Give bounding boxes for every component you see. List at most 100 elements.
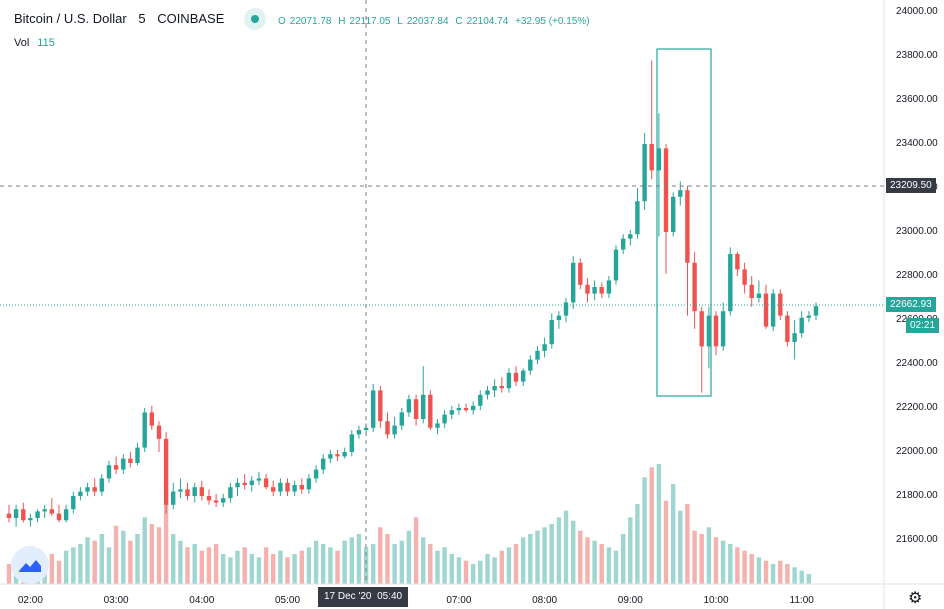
- candle-body[interactable]: [756, 293, 762, 298]
- candle-body[interactable]: [521, 370, 526, 382]
- candle-body[interactable]: [456, 408, 462, 411]
- candle-body[interactable]: [99, 478, 104, 492]
- candle-body[interactable]: [749, 284, 754, 298]
- candle-body[interactable]: [656, 148, 662, 171]
- highlight-box[interactable]: [656, 48, 712, 397]
- candle-body[interactable]: [463, 408, 469, 411]
- candle-body[interactable]: [349, 434, 354, 452]
- candle-body[interactable]: [671, 196, 676, 232]
- candle-body[interactable]: [499, 386, 504, 389]
- candle-body[interactable]: [678, 190, 683, 197]
- candle-body[interactable]: [321, 458, 326, 470]
- candle-body[interactable]: [513, 372, 519, 382]
- candle-body[interactable]: [399, 412, 404, 426]
- candle-body[interactable]: [713, 315, 719, 347]
- candle-body[interactable]: [171, 491, 176, 505]
- candle-body[interactable]: [335, 454, 340, 457]
- candle-body[interactable]: [549, 320, 554, 345]
- candle-body[interactable]: [213, 500, 219, 503]
- candle-body[interactable]: [728, 254, 733, 312]
- candle-body[interactable]: [435, 423, 440, 428]
- candle-body[interactable]: [471, 405, 476, 411]
- candle-body[interactable]: [706, 315, 712, 347]
- candle-body[interactable]: [428, 394, 433, 428]
- candle-body[interactable]: [792, 333, 797, 342]
- candle-body[interactable]: [199, 487, 204, 496]
- candle-body[interactable]: [85, 487, 90, 492]
- candle-body[interactable]: [806, 315, 811, 318]
- candle-body[interactable]: [371, 390, 376, 428]
- candle-body[interactable]: [720, 311, 726, 347]
- candle-body[interactable]: [42, 509, 47, 512]
- candle-body[interactable]: [35, 511, 40, 518]
- candle-body[interactable]: [770, 293, 776, 327]
- candle-body[interactable]: [156, 425, 162, 439]
- candle-body[interactable]: [563, 302, 569, 316]
- candle-body[interactable]: [542, 344, 547, 351]
- candle-body[interactable]: [285, 482, 290, 492]
- candle-body[interactable]: [492, 386, 497, 391]
- candle-body[interactable]: [21, 509, 26, 521]
- candle-body[interactable]: [128, 458, 133, 463]
- candle-body[interactable]: [356, 430, 362, 435]
- candle-body[interactable]: [13, 509, 19, 518]
- candle-body[interactable]: [578, 262, 583, 285]
- candle-body[interactable]: [49, 509, 54, 514]
- candle-body[interactable]: [71, 496, 76, 510]
- gear-icon[interactable]: ⚙: [908, 590, 923, 607]
- candle-body[interactable]: [635, 201, 640, 235]
- candle-body[interactable]: [785, 315, 790, 342]
- candle-body[interactable]: [528, 359, 533, 371]
- tradingview-logo-icon[interactable]: [11, 546, 49, 584]
- candle-body[interactable]: [663, 148, 669, 232]
- candle-body[interactable]: [106, 465, 112, 479]
- candle-body[interactable]: [178, 489, 183, 492]
- candle-body[interactable]: [506, 372, 512, 389]
- candle-body[interactable]: [28, 518, 33, 521]
- candle-body[interactable]: [613, 249, 619, 281]
- candle-body[interactable]: [413, 399, 419, 419]
- candle-body[interactable]: [649, 144, 654, 171]
- candle-body[interactable]: [378, 390, 383, 422]
- candle-body[interactable]: [256, 478, 262, 481]
- candle-body[interactable]: [113, 465, 119, 470]
- candle-body[interactable]: [742, 269, 747, 285]
- candle-body[interactable]: [385, 421, 390, 435]
- volume-legend[interactable]: Vol 115: [14, 37, 55, 49]
- candle-body[interactable]: [6, 513, 12, 518]
- candle-body[interactable]: [621, 238, 626, 250]
- candle-body[interactable]: [185, 489, 190, 496]
- candle-body[interactable]: [328, 454, 333, 459]
- candle-body[interactable]: [206, 496, 212, 501]
- candle-body[interactable]: [135, 447, 140, 463]
- candle-body[interactable]: [392, 425, 397, 435]
- candle-body[interactable]: [585, 284, 590, 294]
- candle-body[interactable]: [228, 487, 233, 499]
- candle-body[interactable]: [692, 262, 697, 312]
- candle-body[interactable]: [642, 144, 647, 202]
- candle-body[interactable]: [192, 487, 197, 496]
- candle-body[interactable]: [478, 394, 483, 406]
- candle-body[interactable]: [449, 410, 454, 415]
- candle-body[interactable]: [271, 487, 276, 492]
- candle-body[interactable]: [813, 306, 819, 316]
- candle-body[interactable]: [313, 469, 319, 479]
- candle-body[interactable]: [363, 427, 369, 430]
- candle-body[interactable]: [535, 350, 540, 360]
- candle-body[interactable]: [121, 458, 126, 470]
- candle-body[interactable]: [149, 412, 154, 426]
- candle-body[interactable]: [735, 254, 740, 270]
- candle-body[interactable]: [342, 452, 347, 457]
- candle-body[interactable]: [421, 394, 426, 419]
- candle-body[interactable]: [221, 498, 226, 503]
- candle-body[interactable]: [63, 509, 69, 521]
- candle-body[interactable]: [571, 262, 576, 303]
- candle-body[interactable]: [78, 491, 83, 496]
- candle-body[interactable]: [292, 485, 297, 492]
- candle-body[interactable]: [763, 293, 769, 327]
- candle-body[interactable]: [263, 478, 269, 488]
- candle-body[interactable]: [556, 315, 562, 320]
- candle-body[interactable]: [685, 190, 690, 263]
- candle-body[interactable]: [628, 234, 633, 239]
- candle-body[interactable]: [142, 412, 147, 448]
